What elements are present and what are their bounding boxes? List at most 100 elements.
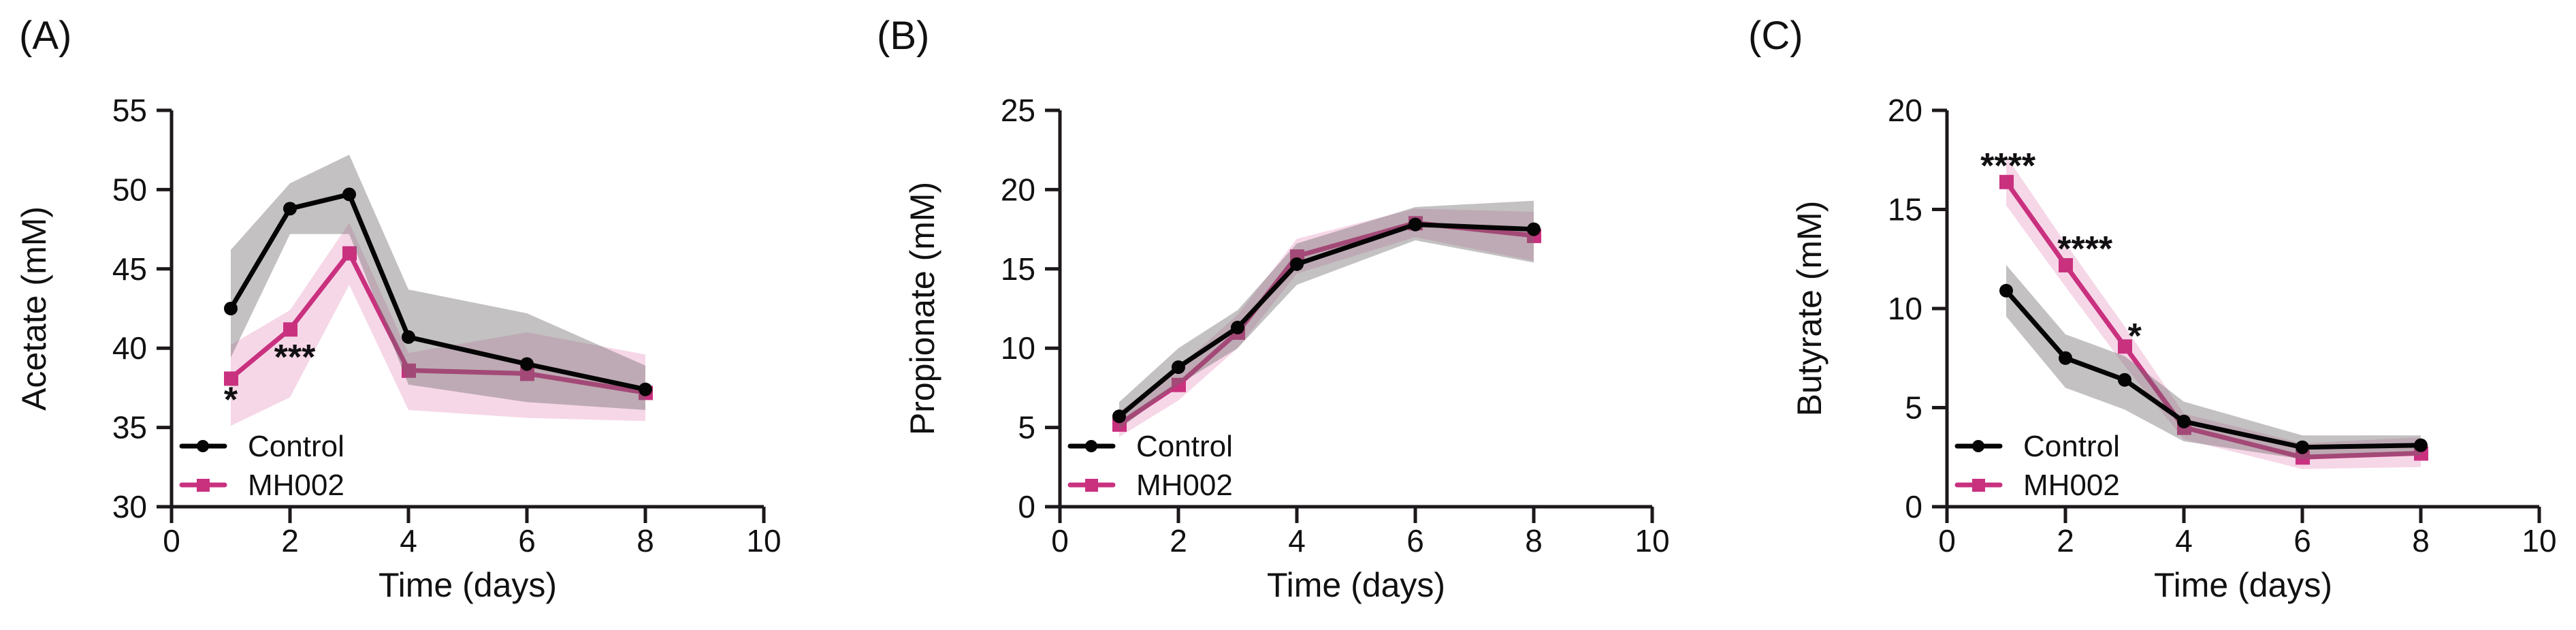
significance-asterisks: * (2128, 317, 2142, 356)
data-point-control (520, 357, 534, 371)
legend-label: MH002 (248, 469, 344, 502)
data-point-control (2059, 351, 2072, 365)
data-line-control (228, 191, 648, 392)
y-tick-label: 45 (112, 251, 147, 287)
legend-label: Control (248, 430, 344, 463)
legend-label: MH002 (2023, 469, 2120, 502)
legend-item-mh002: MH002 (1954, 469, 2120, 502)
error-band-control (2006, 264, 2421, 460)
y-tick-label: 15 (1001, 251, 1035, 287)
circle-icon (1972, 440, 1984, 452)
x-tick-label: 0 (1051, 523, 1069, 558)
data-point-mh002 (342, 246, 357, 261)
data-point-mh002 (2118, 339, 2132, 354)
y-axis-title: Butyrate (mM) (1790, 201, 1829, 417)
legend-label: Control (2023, 430, 2120, 463)
y-tick-label: 20 (1888, 93, 1922, 128)
x-tick-label: 2 (2057, 523, 2074, 558)
y-tick-label: 15 (1888, 192, 1922, 227)
data-point-mh002 (520, 366, 534, 381)
x-tick-label: 6 (2293, 523, 2311, 558)
data-point-mh002 (402, 363, 416, 378)
data-point-control (1999, 283, 2013, 298)
significance-asterisks: *** (274, 338, 316, 377)
x-axis-title: Time (days) (2154, 566, 2332, 604)
x-tick-label: 2 (1170, 523, 1187, 558)
data-point-control (1290, 257, 1304, 271)
y-tick-label: 55 (112, 93, 147, 128)
y-tick-label: 0 (1905, 489, 1922, 524)
x-tick-label: 10 (1635, 523, 1669, 558)
data-line-control (2003, 288, 2424, 450)
x-tick-label: 0 (1938, 523, 1956, 558)
data-point-control (1527, 222, 1541, 236)
significance-asterisks: **** (2057, 230, 2113, 269)
significance-asterisks: * (224, 381, 238, 420)
y-tick-label: 5 (1018, 410, 1035, 445)
circle-icon (197, 440, 209, 452)
y-tick-label: 10 (1888, 291, 1922, 326)
x-tick-label: 10 (746, 523, 781, 558)
x-tick-label: 8 (637, 523, 654, 558)
y-tick-label: 20 (1001, 172, 1035, 207)
data-point-control (639, 382, 652, 396)
x-tick-label: 8 (2412, 523, 2430, 558)
data-line-control (1116, 222, 1536, 419)
y-axis-title: Propionate (mM) (903, 182, 941, 435)
data-point-mh002 (1172, 377, 1186, 392)
y-tick-label: 30 (112, 489, 147, 524)
data-point-control (2177, 414, 2191, 428)
legend-item-control: Control (1954, 430, 2120, 463)
data-point-control (1112, 409, 1126, 424)
legend-item-control: Control (1067, 430, 1233, 463)
significance-asterisks: **** (1980, 146, 2036, 186)
panel-label: (A) (19, 14, 71, 58)
y-tick-label: 0 (1018, 489, 1035, 524)
y-tick-label: 35 (112, 410, 147, 445)
x-tick-label: 6 (1406, 523, 1424, 558)
x-tick-label: 4 (1288, 523, 1306, 558)
x-axis-title: Time (days) (1267, 566, 1445, 604)
data-point-control (342, 187, 356, 202)
data-point-control (283, 202, 297, 216)
data-point-mh002 (224, 371, 238, 386)
data-point-mh002 (1999, 174, 2014, 189)
legend-item-mh002: MH002 (1067, 469, 1233, 502)
data-line-mh002 (2003, 179, 2424, 460)
x-tick-label: 8 (1525, 523, 1543, 558)
data-point-mh002 (2059, 257, 2073, 272)
data-point-control (1231, 320, 1244, 334)
square-icon (197, 479, 210, 492)
data-point-mh002 (2296, 450, 2310, 465)
data-point-control (402, 330, 415, 344)
data-point-control (224, 302, 238, 315)
x-tick-label: 4 (2175, 523, 2193, 558)
y-tick-label: 50 (112, 172, 147, 207)
y-axis-title: Acetate (mM) (15, 206, 53, 411)
data-point-control (2118, 373, 2131, 387)
square-icon (1972, 479, 1985, 492)
x-tick-label: 6 (518, 523, 536, 558)
data-point-mh002 (283, 322, 297, 337)
y-tick-label: 40 (112, 330, 147, 366)
y-tick-label: 10 (1001, 330, 1035, 366)
legend-item-mh002: MH002 (179, 469, 344, 502)
y-tick-label: 25 (1001, 93, 1035, 128)
x-tick-label: 2 (281, 523, 299, 558)
circle-icon (1085, 440, 1097, 452)
data-point-control (1172, 360, 1185, 375)
panel-label: (C) (1748, 14, 1803, 58)
error-band-control (231, 155, 645, 410)
x-tick-label: 0 (163, 523, 180, 558)
data-line-mh002 (228, 251, 648, 395)
legend-label: Control (1136, 430, 1233, 463)
square-icon (1085, 479, 1098, 492)
panel-label: (B) (877, 14, 929, 58)
data-point-control (2414, 438, 2428, 452)
error-band-mh002 (2006, 155, 2421, 469)
y-tick-label: 5 (1905, 390, 1922, 426)
